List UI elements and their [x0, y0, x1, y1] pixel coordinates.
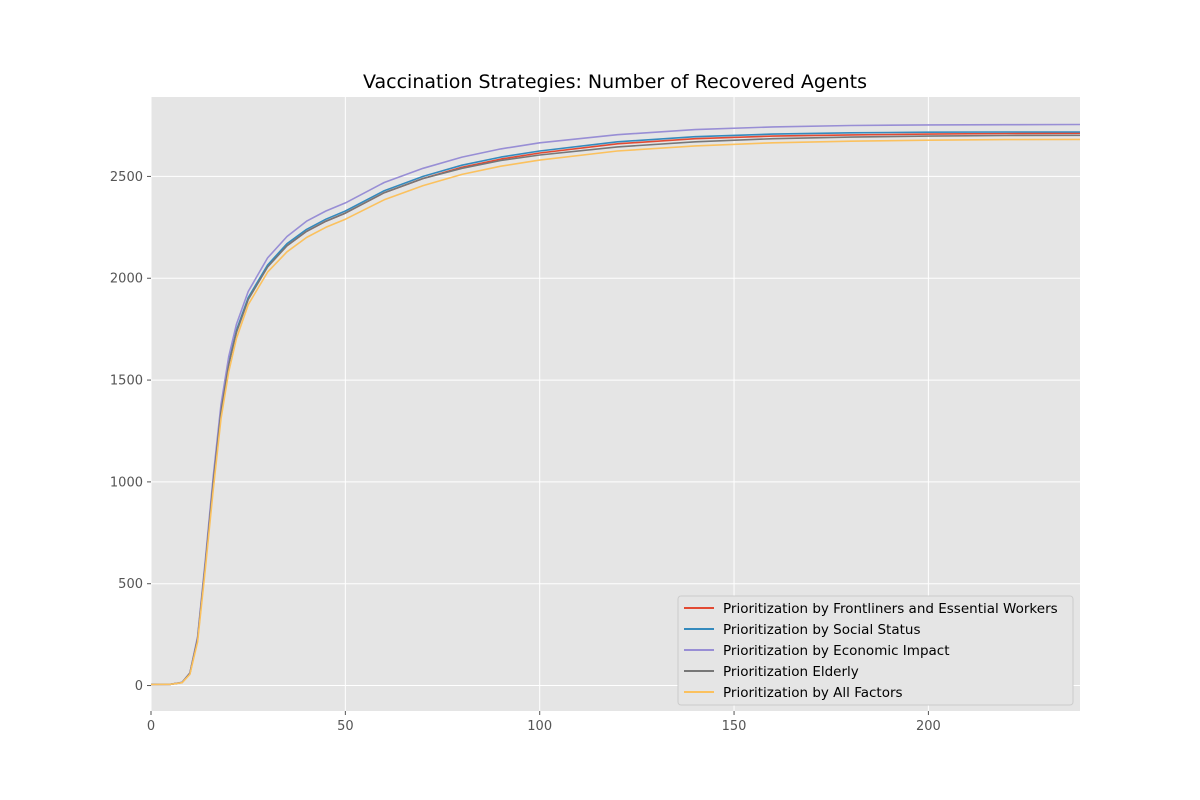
legend-box [677, 595, 1074, 706]
legend-label-2: Prioritization by Social Status [723, 622, 921, 638]
y-tick-label: 2500 [110, 170, 143, 185]
legend-label-1: Prioritization by Frontliners and Essent… [723, 601, 1058, 617]
y-tick-label: 1000 [110, 475, 143, 490]
legend-label-3: Prioritization by Economic Impact [723, 643, 950, 659]
x-tick-label: 150 [722, 719, 747, 734]
chart-title: Vaccination Strategies: Number of Recove… [363, 71, 867, 93]
y-tick-label: 2000 [110, 272, 143, 287]
series-group [150, 123, 1081, 686]
grid [150, 97, 1080, 711]
y-tick-label: 1500 [110, 374, 143, 389]
series-line-5 [150, 138, 1081, 686]
x-tick-label: 50 [337, 719, 354, 734]
y-tick-label: 500 [118, 577, 143, 592]
x-tick-label: 100 [527, 719, 552, 734]
x-tick-label: 200 [916, 719, 941, 734]
legend-label-5: Prioritization by All Factors [723, 685, 903, 701]
legend-label-4: Prioritization Elderly [723, 664, 859, 680]
y-tick-label: 0 [135, 679, 143, 694]
x-tick-label: 0 [147, 719, 155, 734]
legend: Prioritization by Frontliners and Essent… [677, 595, 1074, 706]
